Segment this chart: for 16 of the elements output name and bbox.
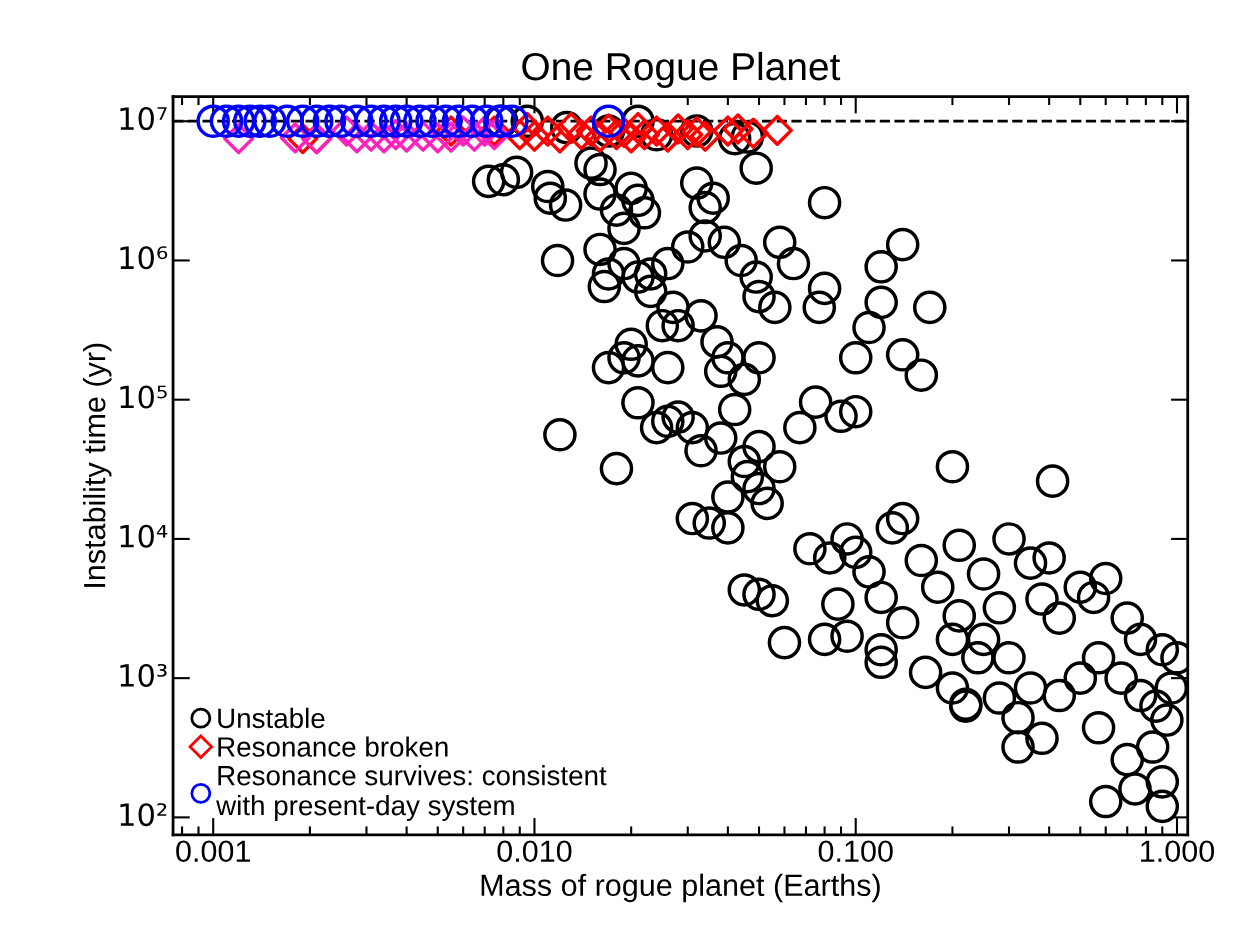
y-tick-label: 10² [120,803,167,827]
y-axis-title: Instability time (yr) [83,343,112,587]
y-tick-label: 10⁴ [120,524,168,548]
chart-title: One Rogue Planet [522,51,841,89]
x-tick-label: 0.010 [497,840,572,863]
x-tick-label: 0.100 [818,840,893,863]
y-tick-label: 10⁷ [120,106,167,131]
y-tick-label: 10³ [120,663,167,688]
legend-label: Resonance broken [218,736,448,757]
y-tick-label: 10⁵ [120,385,167,409]
y-tick-label: 10⁶ [120,246,168,270]
legend-label: Resonance survives: consistent with present-day system [216,765,607,821]
x-tick-label: 1.000 [1141,840,1215,863]
legend-label: Unstable [218,707,325,729]
x-tick-label: 0.001 [176,840,250,863]
x-axis-title: Mass of rogue planet (Earths) [481,873,880,903]
